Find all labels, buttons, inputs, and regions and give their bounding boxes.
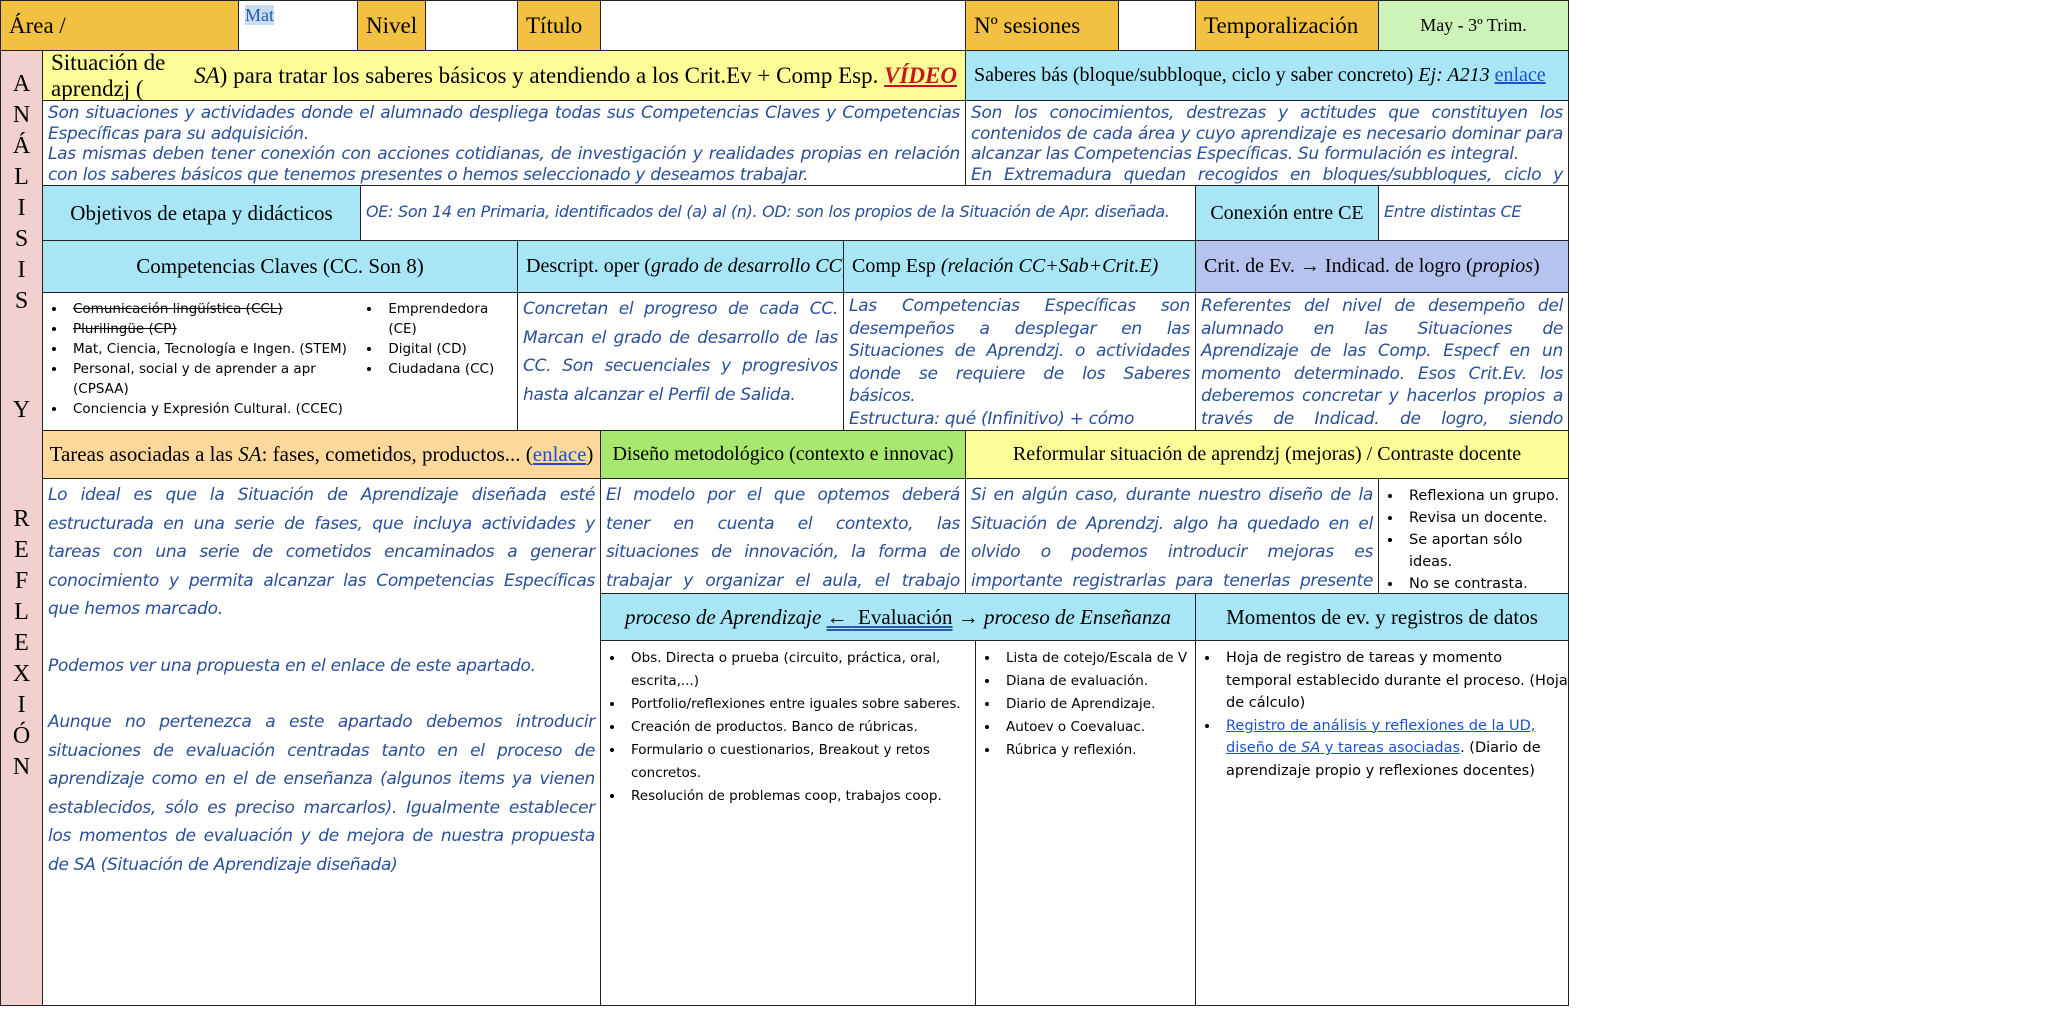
- side-letter: S: [14, 226, 29, 252]
- side-letter: N: [12, 102, 31, 128]
- cc-list: Comunicación lingüística (CCL)Plurilingü…: [42, 292, 518, 431]
- objetivos-text: OE: Son 14 en Primaria, identificados de…: [360, 185, 1196, 241]
- evaluacion-item: Formulario o cuestionarios, Breakout y r…: [625, 739, 975, 785]
- momentos-list: Hoja de registro de tareas y momento tem…: [1195, 640, 1569, 1006]
- diseno-text: El modelo por el que optemos deberá tene…: [600, 478, 966, 594]
- cc-item: Digital (CD): [382, 339, 517, 359]
- crit-header: Crit. de Ev. → Indicad. de logro (propio…: [1195, 240, 1569, 293]
- evaluacion-item: Diario de Aprendizaje.: [1000, 693, 1195, 716]
- side-letter: E: [14, 630, 29, 656]
- sesiones-label: Nº sesiones: [965, 0, 1119, 51]
- momentos-item: Hoja de registro de tareas y momento tem…: [1220, 647, 1568, 715]
- reformular-text: Si en algún caso, durante nuestro diseño…: [965, 478, 1379, 594]
- side-letter: Á: [12, 133, 31, 159]
- contraste-options: Reflexiona un grupo.Revisa un docente.Se…: [1378, 478, 1569, 594]
- reformular-header: Reformular situación de aprendzj (mejora…: [965, 430, 1569, 479]
- evaluacion-item: Rúbrica y reflexión.: [1000, 739, 1195, 762]
- cc-item: Mat, Ciencia, Tecnología e Ingen. (STEM): [67, 339, 358, 359]
- video-link[interactable]: VÍDEO: [884, 62, 957, 88]
- titulo-label: Título: [517, 0, 601, 51]
- side-letter: I: [17, 692, 26, 718]
- y-letter: Y: [12, 397, 31, 423]
- crit-text: Referentes del nivel de desempeño del al…: [1195, 292, 1569, 431]
- side-letter: N: [12, 754, 31, 780]
- conexion-text: Entre distintas CE: [1378, 185, 1569, 241]
- registro-link[interactable]: Registro de análisis y reflexiones de la…: [1226, 717, 1536, 757]
- compesp-header: Comp Esp (relación CC+Sab+Crit.E): [843, 240, 1196, 293]
- titulo-field[interactable]: [600, 0, 966, 51]
- momentos-header: Momentos de ev. y registros de datos: [1195, 593, 1569, 641]
- cc-item: Emprendedora (CE): [382, 299, 517, 339]
- area-value: Mat: [245, 5, 274, 25]
- tareas-text: Lo ideal es que la Situación de Aprendiz…: [42, 478, 601, 1006]
- contraste-option: No se contrasta.: [1403, 573, 1568, 593]
- compesp-text: Las Competencias Específicas son desempe…: [843, 292, 1196, 431]
- contraste-option: Revisa un docente.: [1403, 507, 1568, 529]
- evaluacion-item: Diana de evaluación.: [1000, 670, 1195, 693]
- evaluacion-item: Resolución de problemas coop, trabajos c…: [625, 785, 975, 808]
- diseno-header: Diseño metodológico (contexto e innovac): [600, 430, 966, 479]
- side-letter: F: [14, 568, 29, 594]
- saberes-link[interactable]: enlace: [1494, 64, 1546, 86]
- side-letter: Ó: [12, 723, 31, 749]
- objetivos-header: Objetivos de etapa y didácticos: [42, 185, 361, 241]
- side-letter: A: [12, 71, 31, 97]
- area-field[interactable]: Mat: [238, 0, 358, 51]
- saberes-header: Saberes bás (bloque/subbloque, ciclo y s…: [965, 50, 1569, 101]
- conexion-header: Conexión entre CE: [1195, 185, 1379, 241]
- temporalizacion-value[interactable]: May - 3º Trim.: [1378, 0, 1569, 51]
- momentos-item: Registro de análisis y reflexiones de la…: [1220, 715, 1568, 783]
- evaluacion-item: Obs. Directa o prueba (circuito, práctic…: [625, 647, 975, 693]
- contraste-option: Reflexiona un grupo.: [1403, 485, 1568, 507]
- evaluacion-header: proceso de Aprendizaje ← Evaluación → pr…: [600, 593, 1196, 641]
- cc-item: Personal, social y de aprender a apr (CP…: [67, 359, 358, 399]
- tareas-header: Tareas asociadas a las SA: fases, cometi…: [42, 430, 601, 479]
- temporalizacion-label: Temporalización: [1195, 0, 1379, 51]
- sa-text: Son situaciones y actividades donde el a…: [42, 100, 966, 186]
- evaluacion-item: Portfolio/reflexiones entre iguales sobr…: [625, 693, 975, 716]
- side-letter: I: [17, 257, 26, 283]
- nivel-label: Nivel: [357, 0, 426, 51]
- side-letter: I: [17, 195, 26, 221]
- side-letter: E: [14, 537, 29, 563]
- saberes-text: Son los conocimientos, destrezas y actit…: [965, 100, 1569, 186]
- descript-text: Concretan el progreso de cada CC. Marcan…: [517, 292, 844, 431]
- side-letter: S: [14, 288, 29, 314]
- cc-header: Competencias Claves (CC. Son 8): [42, 240, 518, 293]
- evaluacion-ensenanza-list: Lista de cotejo/Escala de VDiana de eval…: [975, 640, 1196, 1006]
- side-letter: X: [12, 661, 31, 687]
- tareas-link[interactable]: enlace: [532, 442, 587, 466]
- sesiones-field[interactable]: [1118, 0, 1196, 51]
- cc-item: Plurilingüe (CP): [67, 319, 358, 339]
- side-letter: R: [13, 506, 30, 532]
- side-letter: L: [14, 164, 29, 190]
- evaluacion-aprendizaje-list: Obs. Directa o prueba (circuito, práctic…: [600, 640, 976, 1006]
- sa-header: Situación de aprendzj (SA) para tratar l…: [42, 50, 966, 101]
- cc-item: Ciudadana (CC): [382, 359, 517, 379]
- cc-item: Conciencia y Expresión Cultural. (CCEC): [67, 399, 358, 419]
- side-letter: L: [14, 599, 29, 625]
- evaluacion-item: Lista de cotejo/Escala de V: [1000, 647, 1195, 670]
- area-label: Área /: [0, 0, 239, 51]
- nivel-field[interactable]: [425, 0, 518, 51]
- evaluacion-item: Autoev o Coevaluac.: [1000, 716, 1195, 739]
- contraste-option: Se aportan sólo ideas.: [1403, 529, 1568, 573]
- descript-header: Descript. oper (grado de desarrollo CC): [517, 240, 844, 293]
- evaluacion-item: Creación de productos. Banco de rúbricas…: [625, 716, 975, 739]
- cc-item: Comunicación lingüística (CCL): [67, 299, 358, 319]
